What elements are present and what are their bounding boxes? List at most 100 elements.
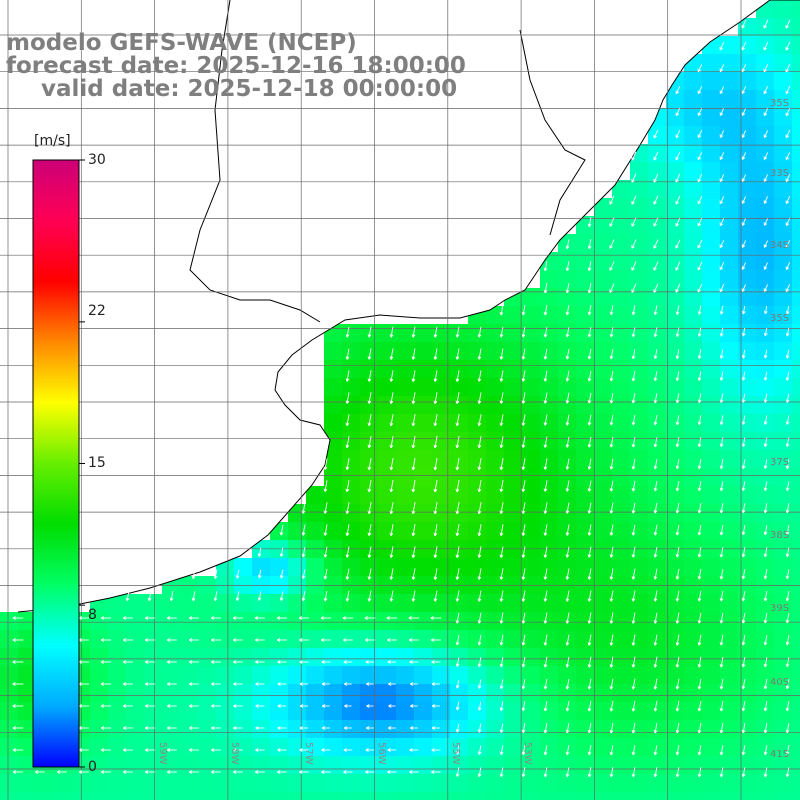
wind-cell <box>594 684 612 702</box>
wind-cell <box>702 252 720 270</box>
wind-cell <box>756 108 774 126</box>
wind-cell <box>576 432 594 450</box>
wind-cell <box>396 702 414 720</box>
wind-cell <box>342 486 360 504</box>
wind-cell <box>378 792 396 800</box>
wind-cell <box>504 774 522 792</box>
wind-cell <box>378 702 396 720</box>
wind-cell <box>612 720 630 738</box>
wind-cell <box>360 486 378 504</box>
wind-cell <box>432 792 450 800</box>
wind-cell <box>234 720 252 738</box>
wind-cell <box>504 594 522 612</box>
wind-cell <box>576 774 594 792</box>
wind-cell <box>288 522 306 540</box>
wind-cell <box>18 774 36 792</box>
wind-cell <box>594 342 612 360</box>
wind-cell <box>360 612 378 630</box>
wind-cell <box>288 648 306 666</box>
wind-cell <box>774 702 792 720</box>
wind-cell <box>594 666 612 684</box>
wind-cell <box>342 324 360 342</box>
wind-cell <box>198 792 216 800</box>
wind-cell <box>486 702 504 720</box>
lat-label: 33S <box>770 168 789 179</box>
wind-cell <box>504 522 522 540</box>
wind-cell <box>414 774 432 792</box>
wind-cell <box>396 738 414 756</box>
wind-cell <box>504 558 522 576</box>
wind-cell <box>180 612 198 630</box>
wind-cell <box>414 666 432 684</box>
wind-cell <box>342 774 360 792</box>
wind-cell <box>306 558 324 576</box>
wind-cell <box>162 792 180 800</box>
wind-cell <box>648 126 666 144</box>
wind-cell <box>396 774 414 792</box>
wind-cell <box>342 558 360 576</box>
wind-cell <box>792 576 800 594</box>
wind-cell <box>684 180 702 198</box>
wind-cell <box>756 558 774 576</box>
wind-cell <box>612 558 630 576</box>
wind-cell <box>414 450 432 468</box>
wind-cell <box>432 594 450 612</box>
wind-cell <box>324 666 342 684</box>
wind-cell <box>630 756 648 774</box>
wind-cell <box>792 756 800 774</box>
wind-cell <box>522 702 540 720</box>
wind-cell <box>720 378 738 396</box>
wind-cell <box>792 342 800 360</box>
wind-cell <box>648 720 666 738</box>
wind-cell <box>468 756 486 774</box>
wind-cell <box>540 378 558 396</box>
wind-cell <box>540 684 558 702</box>
wind-cell <box>720 432 738 450</box>
wind-cell <box>468 576 486 594</box>
lon-label: 59W <box>157 742 168 765</box>
wind-cell <box>756 468 774 486</box>
wind-cell <box>270 612 288 630</box>
wind-cell <box>720 630 738 648</box>
wind-cell <box>612 684 630 702</box>
wind-cell <box>720 90 738 108</box>
wind-cell <box>468 342 486 360</box>
wind-cell <box>540 666 558 684</box>
wind-cell <box>792 558 800 576</box>
wind-cell <box>666 612 684 630</box>
wind-cell <box>774 198 792 216</box>
wind-cell <box>108 702 126 720</box>
lat-label: 35S <box>770 313 789 324</box>
wind-cell <box>792 630 800 648</box>
wind-cell <box>522 720 540 738</box>
wind-cell <box>558 306 576 324</box>
wind-cell <box>540 720 558 738</box>
wind-cell <box>792 54 800 72</box>
wind-cell <box>252 684 270 702</box>
wind-cell <box>756 324 774 342</box>
wind-cell <box>756 270 774 288</box>
wind-cell <box>594 648 612 666</box>
wind-cell <box>180 594 198 612</box>
wind-cell <box>774 648 792 666</box>
wind-cell <box>558 756 576 774</box>
wind-cell <box>288 612 306 630</box>
wind-cell <box>576 504 594 522</box>
wind-cell <box>270 792 288 800</box>
colorbar-tick-8: 8 <box>88 607 97 623</box>
wind-cell <box>270 666 288 684</box>
wind-cell <box>396 342 414 360</box>
wind-cell <box>666 270 684 288</box>
wind-cell <box>792 594 800 612</box>
wind-cell <box>504 720 522 738</box>
wind-cell <box>198 594 216 612</box>
wind-cell <box>486 648 504 666</box>
wind-cell <box>450 360 468 378</box>
wind-cell <box>684 720 702 738</box>
wind-cell <box>450 774 468 792</box>
wind-cell <box>666 198 684 216</box>
wind-cell <box>180 720 198 738</box>
wind-cell <box>594 396 612 414</box>
wind-cell <box>360 792 378 800</box>
wind-cell <box>648 450 666 468</box>
